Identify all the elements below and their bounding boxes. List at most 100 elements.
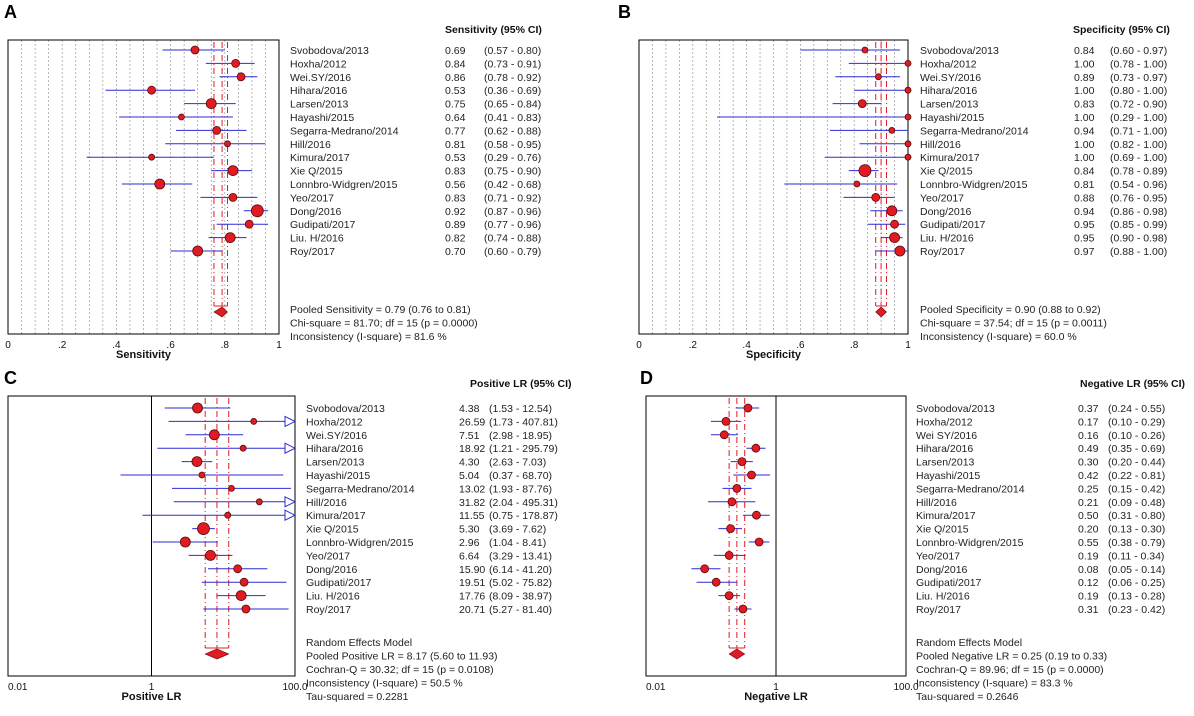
plot-frame [7,39,280,335]
study-estimate: 0.55 [1078,537,1099,549]
summary-line: Tau-squared = 0.2646 [916,691,1019,703]
study-ci: (0.41 - 0.83) [484,112,541,124]
study-ci: (0.10 - 0.29) [1108,416,1165,428]
study-name: Hoxha/2012 [920,58,977,70]
study-point [857,99,867,108]
study-ci: (2.98 - 18.95) [489,430,552,442]
study-point [224,140,231,148]
study-ci: (0.15 - 0.42) [1108,483,1165,495]
study-ci: (1.21 - 295.79) [489,443,558,455]
summary-line: Tau-squared = 0.2281 [306,691,409,703]
study-ci: (0.06 - 0.25) [1108,577,1165,589]
tick-label: .6 [166,340,175,351]
panel-label: C [4,368,17,388]
study-point [233,564,243,574]
study-name: Hoxha/2012 [306,416,363,428]
study-point [904,60,912,67]
study-name: Hayashi/2015 [920,112,984,124]
study-estimate: 1.00 [1074,152,1095,164]
study-point [205,98,217,109]
study-estimate: 0.84 [445,58,466,70]
study-ci: (0.87 - 0.96) [484,206,541,218]
study-name: Kimura/2017 [290,152,350,164]
study-estimate: 0.53 [445,152,466,164]
ci-arrow [284,495,297,508]
study-ci: (0.65 - 0.84) [484,99,541,111]
study-point [875,73,882,81]
summary-line: Inconsistency (I-square) = 60.0 % [920,331,1077,343]
tick-label: 1 [276,340,282,351]
study-point [853,180,861,188]
study-estimate: 0.88 [1074,192,1095,204]
tick-label: 0 [5,340,11,351]
study-name: Larsen/2013 [290,99,349,111]
study-point [236,72,246,82]
study-name: Larsen/2013 [920,99,979,111]
tick-label: 1 [149,682,155,693]
panel-d: D Negative LR (95% CI) Svobodova/2013 0.37 (… [640,368,1185,703]
tick-label: 0 [636,340,642,351]
study-ci: (0.13 - 0.28) [1108,591,1165,603]
study-name: Roy/2017 [306,604,351,616]
pooled-diamond [204,648,230,660]
study-point [208,429,220,441]
study-name: Kimura/2017 [306,510,366,522]
study-name: Hill/2016 [916,497,957,509]
study-estimate: 7.51 [459,430,480,442]
study-estimate: 0.89 [445,219,466,231]
tick-label: .8 [850,340,859,351]
study-point [890,219,899,229]
study-name: Wei.SY/2016 [306,430,367,442]
summary-line: Pooled Negative LR = 0.25 (0.19 to 0.33) [916,651,1107,663]
panel-a: A Sensitivity (95% CI) Svobodova/2013 0.69 (… [4,2,542,361]
pooled-diamond [728,648,746,660]
study-name: Larsen/2013 [916,457,975,469]
study-name: Hoxha/2012 [916,416,973,428]
study-estimate: 1.00 [1074,85,1095,97]
study-name: Dong/2016 [916,564,968,576]
column-header: Negative LR (95% CI) [1080,378,1185,390]
study-estimate: 0.75 [445,99,466,111]
study-name: Svobodova/2013 [290,45,369,57]
study-estimate: 0.37 [1078,403,1099,415]
study-point [192,402,203,414]
study-estimate: 0.31 [1078,604,1099,616]
study-name: Yeo/2017 [920,192,964,204]
study-ci: (2.63 - 7.03) [489,457,546,469]
study-estimate: 1.00 [1074,112,1095,124]
study-name: Liu. H/2016 [916,591,970,603]
study-name: Dong/2016 [920,206,972,218]
study-ci: (0.23 - 0.42) [1108,604,1165,616]
study-point [244,219,254,229]
study-point [754,537,764,547]
study-point [727,497,737,507]
summary-line: Pooled Positive LR = 8.17 (5.60 to 11.93… [306,651,498,663]
study-ci: (0.82 - 1.00) [1110,139,1167,151]
study-name: Svobodova/2013 [306,403,385,415]
study-estimate: 0.56 [445,179,466,191]
study-ci: (6.14 - 41.20) [489,564,552,576]
study-point [700,564,710,574]
study-ci: (1.93 - 87.76) [489,483,552,495]
summary-line: Pooled Sensitivity = 0.79 (0.76 to 0.81) [290,304,471,316]
study-ci: (0.09 - 0.48) [1108,497,1165,509]
study-estimate: 0.16 [1078,430,1099,442]
study-estimate: 0.53 [445,85,466,97]
study-name: Svobodova/2013 [916,403,995,415]
tick-label: .8 [221,340,230,351]
study-point [724,551,734,560]
study-estimate: 0.08 [1078,564,1099,576]
pooled-diamond [213,306,228,318]
summary-line: Cochran-Q = 30.32; df = 15 (p = 0.0108) [306,664,494,676]
panel-label: D [640,368,653,388]
study-name: Kimura/2017 [916,510,976,522]
study-estimate: 0.70 [445,246,466,258]
study-name: Dong/2016 [290,206,342,218]
study-ci: (0.13 - 0.30) [1108,524,1165,536]
study-point [239,444,247,452]
study-estimate: 0.69 [445,45,466,57]
study-estimate: 0.19 [1078,591,1099,603]
study-point [904,153,912,161]
column-header: Specificity (95% CI) [1073,24,1170,36]
study-ci: (0.71 - 1.00) [1110,125,1167,137]
